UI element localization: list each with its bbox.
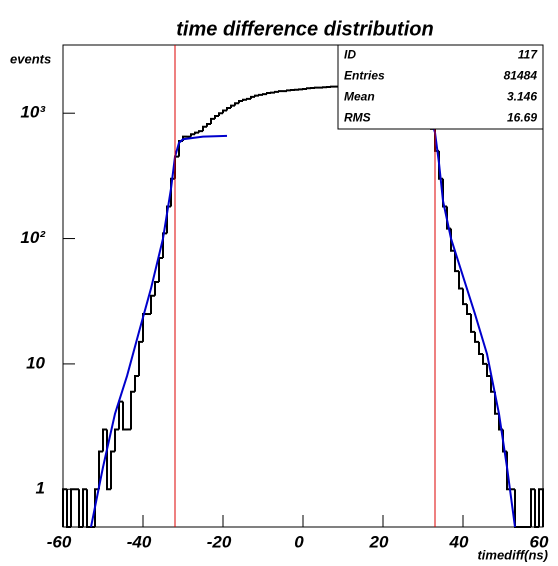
histogram-bin [258, 93, 263, 96]
histogram-bin [150, 294, 155, 315]
histogram-bin [278, 90, 283, 93]
stats-label: Entries [344, 69, 385, 83]
histogram-bin [194, 131, 199, 135]
histogram-bin [102, 428, 107, 452]
x-tick-label: -20 [207, 532, 232, 551]
histogram-bin [242, 98, 247, 102]
histogram-bin [230, 104, 235, 109]
x-tick-label: 60 [530, 532, 549, 551]
x-tick-label: -40 [127, 532, 152, 551]
stats-label: ID [344, 48, 356, 62]
histogram-bin [98, 450, 103, 490]
histogram-bin [78, 489, 83, 528]
histogram-bin [286, 89, 291, 92]
histogram-bin [198, 130, 203, 133]
histogram-bin [222, 109, 227, 114]
histogram-bin [214, 114, 219, 119]
histogram-bin [538, 488, 544, 527]
histogram-bin [486, 363, 491, 378]
histogram-bin [166, 205, 171, 234]
histogram-bin [190, 133, 195, 137]
stats-box [337, 44, 544, 130]
x-tick-label: 0 [294, 532, 304, 551]
histogram-bin [170, 177, 175, 207]
histogram-bin [482, 353, 487, 365]
y-tick-label: 10 [26, 353, 45, 372]
stats-value: 3.146 [507, 90, 537, 104]
histogram-bin [114, 428, 119, 452]
histogram-bin [154, 281, 159, 296]
x-tick-label: 20 [369, 532, 389, 551]
chart-title: time difference distribution [176, 18, 433, 40]
histogram-bin [238, 100, 243, 104]
y-tick-label: 10³ [20, 103, 46, 122]
histogram-bin [534, 489, 539, 528]
histogram-bin [70, 488, 75, 527]
histogram-bin [462, 288, 467, 306]
histogram-bin [454, 250, 459, 273]
histogram-bin [134, 375, 139, 392]
stats-value: 81484 [504, 69, 538, 83]
histogram-bin [138, 340, 143, 377]
histogram-bin [262, 93, 267, 96]
stats-value: 16.69 [507, 111, 537, 125]
histogram-bin [530, 488, 535, 527]
stats-value: 117 [518, 48, 538, 62]
y-axis-label: events [10, 51, 51, 66]
x-tick-label: 40 [449, 532, 469, 551]
histogram-bin [234, 102, 239, 106]
histogram-bin [266, 91, 271, 95]
histogram-bin [254, 94, 259, 97]
histogram-bin [110, 450, 115, 490]
histogram-bin [202, 125, 207, 132]
histogram-bin [514, 489, 519, 528]
histogram-bin [86, 489, 91, 528]
histogram-bin [158, 256, 163, 283]
histogram-bin [470, 314, 475, 333]
x-tick-label: -60 [47, 532, 72, 551]
histogram-bin [474, 331, 479, 343]
histogram-bin [82, 488, 87, 527]
histogram-bin [122, 401, 127, 431]
histogram-bin [210, 117, 215, 125]
fit-curve [90, 134, 228, 528]
histogram-bin [494, 391, 499, 415]
histogram-bin [274, 90, 279, 93]
histogram-bin [174, 155, 179, 179]
histogram-bin [466, 304, 471, 316]
histogram-bin [206, 123, 211, 127]
histogram-bin [478, 341, 483, 355]
histogram-bin [458, 271, 463, 290]
histogram-bin [442, 178, 447, 208]
histogram-bin [306, 87, 311, 90]
fit-curve [382, 109, 516, 528]
histogram-bin [246, 97, 251, 100]
histogram-bin [218, 112, 223, 116]
y-tick-label: 10² [20, 228, 46, 247]
histogram-bin [250, 95, 255, 99]
stats-label: RMS [344, 111, 371, 125]
x-axis-label: timediff(ns) [477, 547, 548, 562]
histogram-bin [66, 489, 71, 528]
y-tick-label: 1 [36, 479, 45, 498]
stats-label: Mean [344, 90, 375, 104]
histogram-bin [130, 390, 135, 430]
histogram-bin [226, 107, 231, 111]
